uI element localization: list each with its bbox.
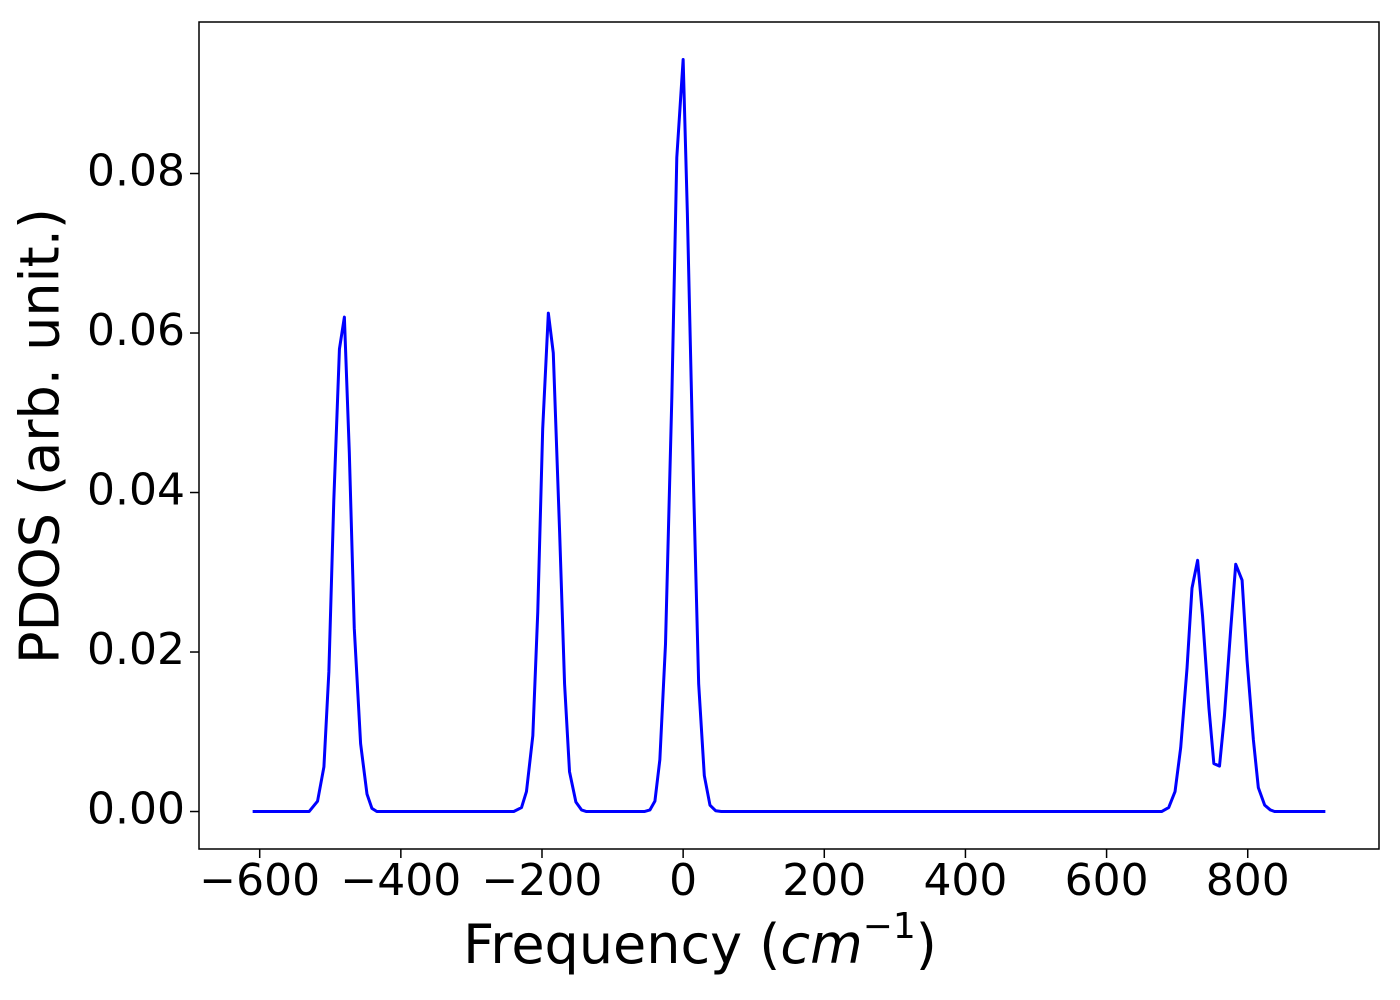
x-tick-label: 800: [1206, 855, 1290, 906]
x-label-sup: −1: [863, 906, 916, 947]
x-tick-label: 0: [669, 855, 697, 906]
plot-frame: [198, 21, 1380, 850]
x-tick-label: 200: [782, 855, 866, 906]
y-tick-label: 0.06: [87, 305, 185, 356]
y-tick-label: 0.04: [87, 465, 185, 516]
x-tick-label: −200: [482, 855, 603, 906]
y-tick-label: 0.08: [87, 146, 185, 197]
x-tick-label: 600: [1065, 855, 1149, 906]
x-label-math: cm: [780, 913, 862, 976]
x-tick-label: 400: [923, 855, 1007, 906]
x-axis-label: Frequency (cm−1): [463, 906, 937, 976]
x-label-text: Frequency (: [463, 913, 780, 976]
data-line: [252, 57, 1326, 814]
y-tick-label: 0.00: [87, 784, 185, 835]
y-axis-label: PDOS (arb. unit.): [9, 208, 72, 664]
x-tick-label: −600: [199, 855, 320, 906]
x-tick-label: −400: [340, 855, 461, 906]
y-tick-label: 0.02: [87, 624, 185, 675]
x-label-close: ): [916, 913, 937, 976]
